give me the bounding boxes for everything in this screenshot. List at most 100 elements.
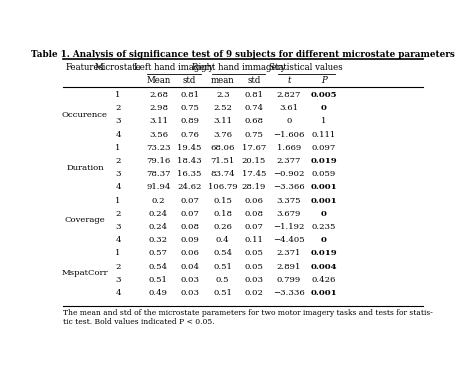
Text: 2.377: 2.377 [277, 157, 301, 165]
Text: mean: mean [211, 76, 235, 85]
Text: 0.07: 0.07 [245, 223, 264, 231]
Text: 16.35: 16.35 [177, 170, 202, 178]
Text: 0.57: 0.57 [149, 249, 168, 257]
Text: 0.18: 0.18 [213, 210, 232, 218]
Text: Statistical values: Statistical values [269, 63, 343, 72]
Text: 0.5: 0.5 [216, 276, 229, 284]
Text: 0.799: 0.799 [277, 276, 301, 284]
Text: 0: 0 [321, 210, 327, 218]
Text: 0.54: 0.54 [213, 249, 232, 257]
Text: 0.03: 0.03 [180, 289, 199, 297]
Text: 0.03: 0.03 [180, 276, 199, 284]
Text: 0.004: 0.004 [310, 263, 337, 271]
Text: 78.37: 78.37 [146, 170, 171, 178]
Text: 17.67: 17.67 [242, 144, 266, 152]
Text: 17.45: 17.45 [242, 170, 266, 178]
Text: 3.679: 3.679 [277, 210, 301, 218]
Text: 3.76: 3.76 [213, 131, 232, 139]
Text: 3.56: 3.56 [149, 131, 168, 139]
Text: 0.51: 0.51 [213, 289, 232, 297]
Text: 0.09: 0.09 [180, 236, 199, 244]
Text: Occurence: Occurence [62, 111, 108, 119]
Text: 0: 0 [286, 118, 292, 125]
Text: 0.32: 0.32 [149, 236, 168, 244]
Text: −4.405: −4.405 [273, 236, 305, 244]
Text: 0.05: 0.05 [245, 249, 264, 257]
Text: 0: 0 [321, 104, 327, 112]
Text: 0.11: 0.11 [245, 236, 264, 244]
Text: Microstate: Microstate [95, 63, 141, 72]
Text: −3.336: −3.336 [273, 289, 305, 297]
Text: 2.371: 2.371 [277, 249, 301, 257]
Text: 0.26: 0.26 [213, 223, 232, 231]
Text: 0.75: 0.75 [245, 131, 264, 139]
Text: 4: 4 [115, 131, 121, 139]
Text: 20.15: 20.15 [242, 157, 266, 165]
Text: 2.827: 2.827 [277, 91, 301, 99]
Text: −3.366: −3.366 [273, 184, 305, 191]
Text: 0.059: 0.059 [311, 170, 336, 178]
Text: Features: Features [66, 63, 104, 72]
Text: 1: 1 [115, 91, 121, 99]
Text: Table 1. Analysis of significance test of 9 subjects for different microstate pa: Table 1. Analysis of significance test o… [31, 50, 455, 59]
Text: 0.001: 0.001 [310, 289, 337, 297]
Text: 1: 1 [115, 249, 121, 257]
Text: 3: 3 [115, 276, 121, 284]
Text: 0.75: 0.75 [180, 104, 199, 112]
Text: 0.426: 0.426 [311, 276, 336, 284]
Text: 0.005: 0.005 [310, 91, 337, 99]
Text: 68.06: 68.06 [210, 144, 235, 152]
Text: 28.19: 28.19 [242, 184, 266, 191]
Text: MspatCorr: MspatCorr [62, 269, 108, 277]
Text: 19.45: 19.45 [177, 144, 202, 152]
Text: 3.375: 3.375 [277, 197, 301, 205]
Text: 3.61: 3.61 [279, 104, 298, 112]
Text: 0.235: 0.235 [311, 223, 336, 231]
Text: 2: 2 [115, 157, 121, 165]
Text: 0.001: 0.001 [310, 197, 337, 205]
Text: 0.08: 0.08 [180, 223, 199, 231]
Text: std: std [247, 76, 261, 85]
Text: 0: 0 [321, 236, 327, 244]
Text: 2.68: 2.68 [149, 91, 168, 99]
Text: 2: 2 [115, 263, 121, 271]
Text: 0.24: 0.24 [149, 210, 168, 218]
Text: 0.001: 0.001 [310, 184, 337, 191]
Text: std: std [183, 76, 196, 85]
Text: 4: 4 [115, 184, 121, 191]
Text: 1.669: 1.669 [277, 144, 301, 152]
Text: Right hand immagery: Right hand immagery [191, 63, 285, 72]
Text: 0.15: 0.15 [213, 197, 232, 205]
Text: 0.019: 0.019 [310, 249, 337, 257]
Text: 0.54: 0.54 [149, 263, 168, 271]
Text: 1: 1 [115, 144, 121, 152]
Text: 91.94: 91.94 [146, 184, 171, 191]
Text: 3.11: 3.11 [213, 118, 232, 125]
Text: 0.04: 0.04 [180, 263, 199, 271]
Text: 2.3: 2.3 [216, 91, 229, 99]
Text: 0.51: 0.51 [213, 263, 232, 271]
Text: tic test. Bold values indicated P < 0.05.: tic test. Bold values indicated P < 0.05… [63, 318, 215, 326]
Text: 1: 1 [321, 118, 327, 125]
Text: 0.24: 0.24 [149, 223, 168, 231]
Text: 3.11: 3.11 [149, 118, 168, 125]
Text: 3: 3 [115, 170, 121, 178]
Text: 0.89: 0.89 [180, 118, 199, 125]
Text: 2.52: 2.52 [213, 104, 232, 112]
Text: P: P [321, 76, 327, 85]
Text: 0.111: 0.111 [311, 131, 336, 139]
Text: 73.23: 73.23 [146, 144, 171, 152]
Text: 1: 1 [115, 197, 121, 205]
Text: 4: 4 [115, 289, 121, 297]
Text: 79.16: 79.16 [146, 157, 171, 165]
Text: 0.68: 0.68 [245, 118, 264, 125]
Text: −1.192: −1.192 [273, 223, 304, 231]
Text: 0.07: 0.07 [180, 197, 199, 205]
Text: 0.03: 0.03 [245, 276, 264, 284]
Text: 0.76: 0.76 [180, 131, 199, 139]
Text: Duration: Duration [66, 164, 104, 172]
Text: 2: 2 [115, 104, 121, 112]
Text: −1.606: −1.606 [273, 131, 304, 139]
Text: 2.891: 2.891 [277, 263, 301, 271]
Text: 4: 4 [115, 236, 121, 244]
